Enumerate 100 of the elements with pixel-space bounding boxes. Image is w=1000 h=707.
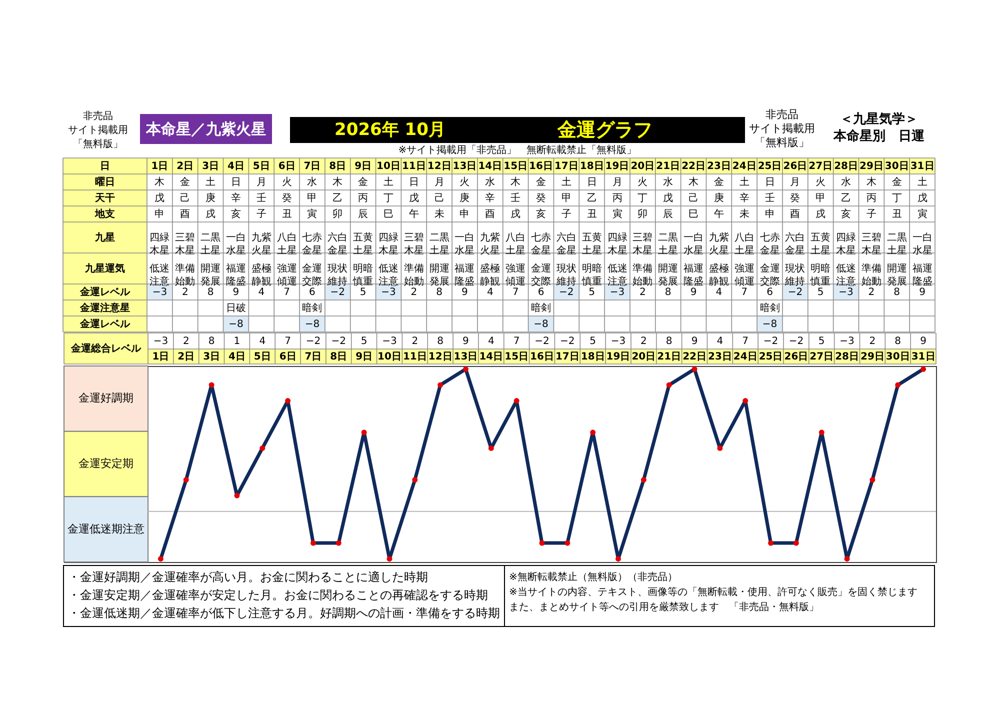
text: 庚 [460, 193, 470, 204]
text: 日 [764, 177, 775, 188]
x-tick-label: 20日 [632, 352, 656, 362]
text: 子 [561, 209, 572, 220]
data-label: 9 [691, 336, 698, 347]
text: 明暗慎重 [353, 264, 374, 288]
text: 木 [688, 177, 699, 188]
text: 寅 [307, 209, 318, 220]
text: 酉 [790, 209, 800, 220]
text: 亥 [230, 209, 241, 220]
text: 土 [561, 177, 572, 188]
text: 酉 [180, 209, 190, 220]
text: 丁 [638, 193, 648, 204]
data-label: 4 [488, 336, 494, 347]
data-label: 8 [208, 336, 215, 347]
data-label: −3 [610, 287, 625, 298]
text: 庚 [714, 193, 724, 204]
point [183, 477, 189, 483]
data-label: 2 [868, 287, 875, 298]
y-tick-label: 天干 [94, 192, 115, 204]
text: 五黄土星 [582, 232, 602, 256]
text: 九紫火星 [480, 232, 500, 256]
data-label: 8 [666, 336, 672, 347]
text: ・金運低迷期／金運確率が低下し注意する月。好調期への計画・準備をする時期 [68, 605, 500, 622]
text: 辛 [485, 193, 496, 204]
x-tick-label: 13日 [454, 352, 478, 362]
text: 戌 [816, 209, 826, 220]
text: 「無料版」 [72, 138, 124, 151]
point [844, 556, 850, 562]
point [361, 430, 367, 436]
point [742, 398, 748, 404]
point [336, 540, 342, 546]
text: 金 [714, 177, 724, 188]
text: 未 [434, 209, 444, 220]
text: ＜九星気学＞ [839, 111, 919, 128]
text: 六白金星 [785, 232, 806, 256]
text: ※サイト掲載用「非売品」 無断転載禁止「無料版」 [397, 145, 638, 157]
text: 低迷注意 [150, 264, 170, 288]
text: 亥 [841, 209, 852, 220]
text: 火 [816, 177, 826, 188]
x-tick-label: 31日 [910, 161, 934, 172]
text: 申 [460, 209, 470, 220]
text: 庚 [206, 193, 216, 204]
x-tick-label: 4日 [228, 352, 246, 362]
text: 暗剣 [760, 303, 780, 314]
text: 五黄土星 [353, 232, 374, 256]
text: 三碧木星 [404, 232, 424, 256]
x-tick-label: 30日 [884, 161, 909, 172]
text: 三碧木星 [175, 232, 196, 256]
text: 水 [485, 177, 496, 188]
text: また、まとめサイト等への引用を厳禁致します 「非売品・無料版」 [509, 601, 819, 615]
point [616, 556, 621, 562]
data-label: 8 [437, 336, 444, 347]
text: ・金運安定期／金運確率が安定した月。お金に関わることの再確認をする時期 [68, 587, 488, 604]
data-label: −2 [331, 336, 346, 347]
data-label: 8 [207, 287, 214, 298]
x-tick-label: 23日 [708, 352, 732, 362]
data-label: 5 [588, 287, 596, 298]
text: 辰 [358, 209, 368, 220]
text: 金 [358, 177, 368, 188]
text: 月 [790, 177, 800, 188]
point [768, 540, 774, 546]
data-label: −8 [304, 319, 320, 330]
text: 甲 [307, 193, 318, 204]
point [234, 492, 240, 498]
text: 壬 [256, 193, 266, 204]
x-tick-label: 30日 [886, 352, 910, 362]
text: 盛極静観 [251, 264, 272, 288]
text: 金運好調期 [78, 392, 134, 405]
data-label: 8 [436, 287, 443, 298]
text: 酉 [485, 209, 496, 220]
text: 子 [256, 209, 266, 220]
x-tick-label: 22日 [682, 161, 706, 172]
data-label: 5 [818, 336, 825, 347]
x-tick-label: 10日 [376, 161, 400, 172]
point [310, 540, 316, 546]
x-tick-label: 25日 [758, 352, 783, 362]
data-label: 4 [259, 336, 266, 347]
text: 三碧木星 [632, 232, 653, 256]
text: 四緑木星 [836, 232, 856, 256]
data-label: 2 [639, 287, 646, 298]
text: 午 [408, 209, 419, 220]
data-label: 4 [486, 287, 494, 298]
data-label: 2 [410, 287, 418, 298]
text: 己 [434, 193, 444, 204]
text: 福運隆盛 [912, 264, 932, 288]
text: 九紫火星 [251, 232, 272, 256]
data-label: 6 [538, 287, 544, 298]
text: 開運発展 [886, 264, 907, 288]
text: 八白土星 [506, 232, 526, 256]
point [564, 540, 570, 546]
data-label: −2 [763, 336, 778, 347]
text: 乙 [841, 193, 852, 204]
point [412, 477, 418, 483]
data-label: 9 [919, 287, 926, 298]
text: 木 [510, 177, 521, 188]
text: 七赤金星 [760, 232, 780, 256]
data-label: −3 [382, 336, 397, 347]
data-label: 2 [869, 336, 876, 347]
text: 木 [866, 177, 876, 188]
